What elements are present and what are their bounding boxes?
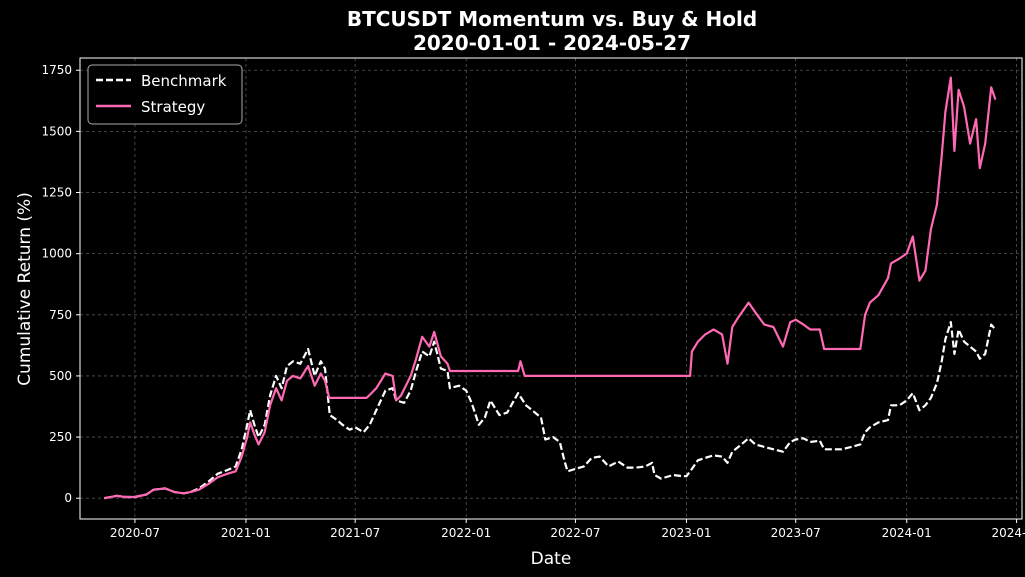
x-tick-label: 2023-07 <box>771 526 821 540</box>
y-tick-label: 750 <box>49 308 72 322</box>
x-tick-label: 2023-01 <box>661 526 711 540</box>
y-tick-label: 500 <box>49 369 72 383</box>
x-tick-label: 2024-07 <box>991 526 1025 540</box>
y-tick-label: 1000 <box>41 247 72 261</box>
x-tick-label: 2021-07 <box>330 526 380 540</box>
legend-label-benchmark: Benchmark <box>141 72 227 90</box>
chart-title-line-2: 2020-01-01 - 2024-05-27 <box>413 31 691 55</box>
y-axis-label: Cumulative Return (%) <box>15 192 35 386</box>
plot-frame <box>79 57 1023 520</box>
y-tick-label: 1500 <box>41 124 72 138</box>
chart-title-line-1: BTCUSDT Momentum vs. Buy & Hold <box>347 7 757 31</box>
legend: Benchmark Strategy <box>87 64 243 125</box>
y-tick-label: 1750 <box>41 63 72 77</box>
series-layer <box>103 76 997 500</box>
series-line-benchmark <box>103 321 997 500</box>
y-tick-label: 1250 <box>41 186 72 200</box>
legend-label-strategy: Strategy <box>141 98 205 116</box>
x-tick-label: 2020-07 <box>110 526 160 540</box>
x-tick-label: 2024-01 <box>882 526 932 540</box>
x-tick-label: 2021-01 <box>221 526 271 540</box>
y-tick-label: 250 <box>49 430 72 444</box>
y-tick-label: 0 <box>64 491 72 505</box>
x-tick-label: 2022-01 <box>441 526 491 540</box>
x-tick-label: 2022-07 <box>550 526 600 540</box>
grid <box>80 58 1022 519</box>
tick-labels: 0 250 500 750 1000 1250 1500 1750 2020-07 2021-01… <box>41 63 1025 540</box>
series-line-strategy <box>103 76 997 500</box>
x-axis-label: Date <box>531 549 572 569</box>
